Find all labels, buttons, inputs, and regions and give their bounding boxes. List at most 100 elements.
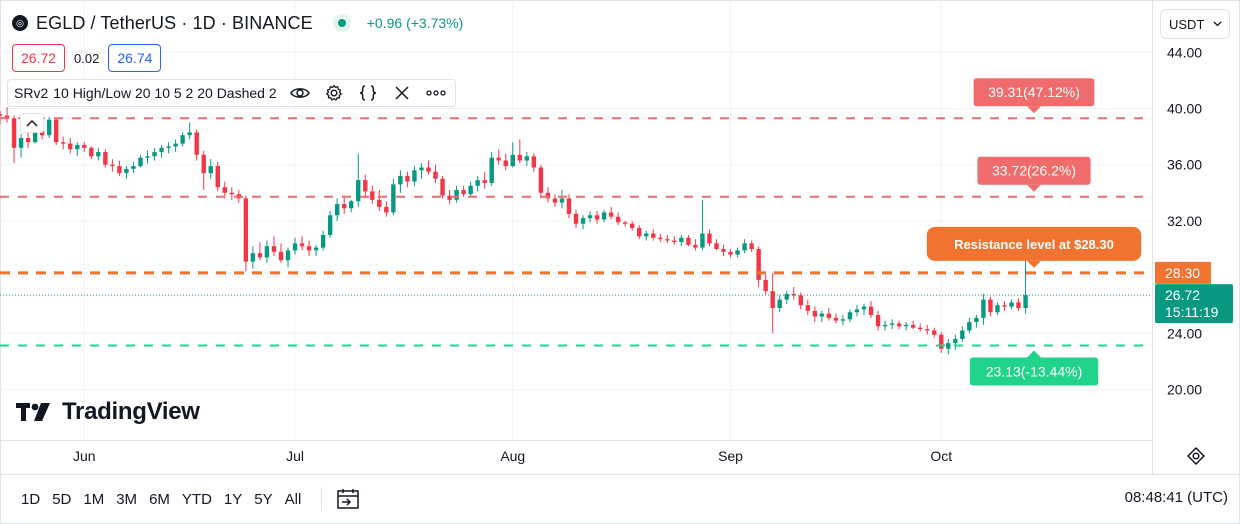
more-icon[interactable] bbox=[425, 82, 447, 104]
market-open-indicator[interactable] bbox=[332, 14, 351, 32]
candle-body bbox=[826, 313, 832, 318]
sell-button[interactable]: 26.72 bbox=[12, 44, 66, 72]
tradingview-logo-text: TradingView bbox=[62, 398, 200, 425]
candle-body bbox=[608, 212, 614, 217]
range-ytd-button[interactable]: YTD bbox=[181, 490, 212, 508]
indicator-name[interactable]: SRv2 bbox=[14, 85, 49, 101]
status-dot-icon bbox=[337, 19, 346, 27]
buy-button[interactable]: 26.74 bbox=[108, 44, 162, 72]
candle-body bbox=[103, 152, 108, 165]
resistance-label-text: 39.31(47.12%) bbox=[988, 84, 1080, 100]
utc-clock[interactable]: 08:48:41 (UTC) bbox=[1124, 489, 1228, 506]
symbol-title[interactable]: EGLD / TetherUS · 1D · BINANCE bbox=[36, 12, 313, 33]
gear-icon[interactable] bbox=[323, 82, 345, 104]
close-icon[interactable] bbox=[391, 82, 413, 104]
range-1d-button[interactable]: 1D bbox=[21, 490, 41, 508]
candle-body bbox=[89, 147, 94, 157]
candle-body bbox=[953, 338, 958, 344]
tradingview-logo[interactable]: TradingView bbox=[16, 397, 200, 427]
candle-body bbox=[145, 156, 150, 158]
candle-body bbox=[496, 157, 501, 161]
candle-body bbox=[1023, 295, 1028, 309]
candle-body bbox=[1016, 302, 1021, 309]
candle-body bbox=[728, 251, 733, 255]
go-to-date-button[interactable] bbox=[334, 487, 362, 511]
candle-body bbox=[861, 306, 867, 310]
candle-body bbox=[721, 249, 726, 252]
key-level-label-pointer bbox=[1027, 260, 1041, 268]
candle-body bbox=[763, 279, 768, 292]
candle-body bbox=[398, 175, 403, 185]
candle-body bbox=[222, 187, 227, 193]
candle-body bbox=[770, 291, 775, 309]
range-1y-button[interactable]: 1Y bbox=[223, 490, 243, 508]
candle-body bbox=[651, 233, 656, 238]
candle-body bbox=[461, 189, 466, 195]
candle-body bbox=[932, 330, 937, 335]
indicator-params: 10 High/Low 20 10 5 2 20 Dashed 2 bbox=[53, 85, 277, 101]
candle-body bbox=[166, 146, 171, 148]
range-6m-button[interactable]: 6M bbox=[149, 490, 170, 508]
candle-body bbox=[292, 243, 298, 251]
y-tick-label: 32.00 bbox=[1167, 213, 1202, 229]
candle-body bbox=[131, 166, 136, 169]
chart-settings-icon[interactable] bbox=[1186, 446, 1206, 466]
candle-body bbox=[349, 201, 354, 209]
candle-body bbox=[433, 171, 438, 179]
candle-body bbox=[278, 251, 284, 261]
candle-body bbox=[967, 322, 972, 331]
candle-body bbox=[580, 218, 586, 224]
candle-body bbox=[665, 239, 670, 241]
range-all-button[interactable]: All bbox=[284, 490, 302, 508]
candle-body bbox=[377, 199, 382, 207]
price-chart[interactable]: 44.0040.0036.0032.0028.0024.0020.00JunJu… bbox=[0, 0, 1240, 474]
resistance-label: 39.31(47.12%) bbox=[973, 78, 1095, 114]
range-5d-button[interactable]: 5D bbox=[52, 490, 72, 508]
candle-body bbox=[903, 324, 909, 327]
collapse-legend-button[interactable] bbox=[20, 113, 44, 133]
candle-body bbox=[138, 157, 143, 167]
range-1m-button[interactable]: 1M bbox=[83, 490, 105, 508]
candle-body bbox=[208, 166, 213, 174]
range-5y-button[interactable]: 5Y bbox=[254, 490, 273, 508]
candle-body bbox=[510, 154, 515, 167]
candle-body bbox=[637, 227, 642, 237]
candle-body bbox=[201, 154, 206, 174]
candle-body bbox=[679, 237, 684, 242]
key-level-label-box bbox=[926, 226, 1142, 261]
candle-body bbox=[250, 253, 256, 262]
bottom-toolbar: 1D 5D 1M 3M 6M YTD 1Y 5Y All 08:48:41 (U… bbox=[0, 474, 1240, 522]
price-change: +0.96 (+3.73%) bbox=[366, 15, 464, 31]
symbol-header[interactable]: ◎ EGLD / TetherUS · 1D · BINANCE +0.96 (… bbox=[12, 11, 463, 35]
quote-panel: 26.72 0.02 26.74 bbox=[12, 44, 162, 72]
candle-body bbox=[110, 164, 115, 167]
candle-body bbox=[889, 323, 895, 325]
candle-body bbox=[960, 330, 965, 339]
candle-body bbox=[875, 315, 881, 327]
currency-select[interactable]: USDT bbox=[1160, 9, 1230, 39]
candle-body bbox=[124, 168, 129, 174]
braces-icon[interactable] bbox=[357, 82, 379, 104]
candle-body bbox=[601, 212, 607, 220]
chevron-down-icon bbox=[1213, 21, 1222, 27]
candle-body bbox=[868, 306, 874, 316]
y-tick-label: 40.00 bbox=[1167, 101, 1202, 117]
candle-body bbox=[46, 119, 52, 136]
time-range-bar: 1D 5D 1M 3M 6M YTD 1Y 5Y All bbox=[15, 487, 362, 511]
key-level-label-text: Resistance level at $28.30 bbox=[954, 237, 1114, 252]
range-3m-button[interactable]: 3M bbox=[116, 490, 138, 508]
candle-body bbox=[798, 295, 803, 306]
resistance-label-box bbox=[977, 156, 1091, 185]
candle-body bbox=[440, 178, 445, 196]
candle-body bbox=[714, 243, 719, 249]
candle-body bbox=[426, 167, 431, 172]
candle-body bbox=[96, 152, 101, 157]
eye-icon[interactable] bbox=[289, 82, 311, 104]
candle-body bbox=[700, 233, 705, 248]
candle-body bbox=[552, 198, 558, 203]
candle-body bbox=[412, 170, 417, 182]
candle-body bbox=[468, 185, 473, 195]
candle-body bbox=[475, 180, 480, 186]
indicator-legend[interactable]: SRv2 10 High/Low 20 10 5 2 20 Dashed 2 bbox=[7, 79, 456, 107]
candle-body bbox=[594, 215, 600, 220]
